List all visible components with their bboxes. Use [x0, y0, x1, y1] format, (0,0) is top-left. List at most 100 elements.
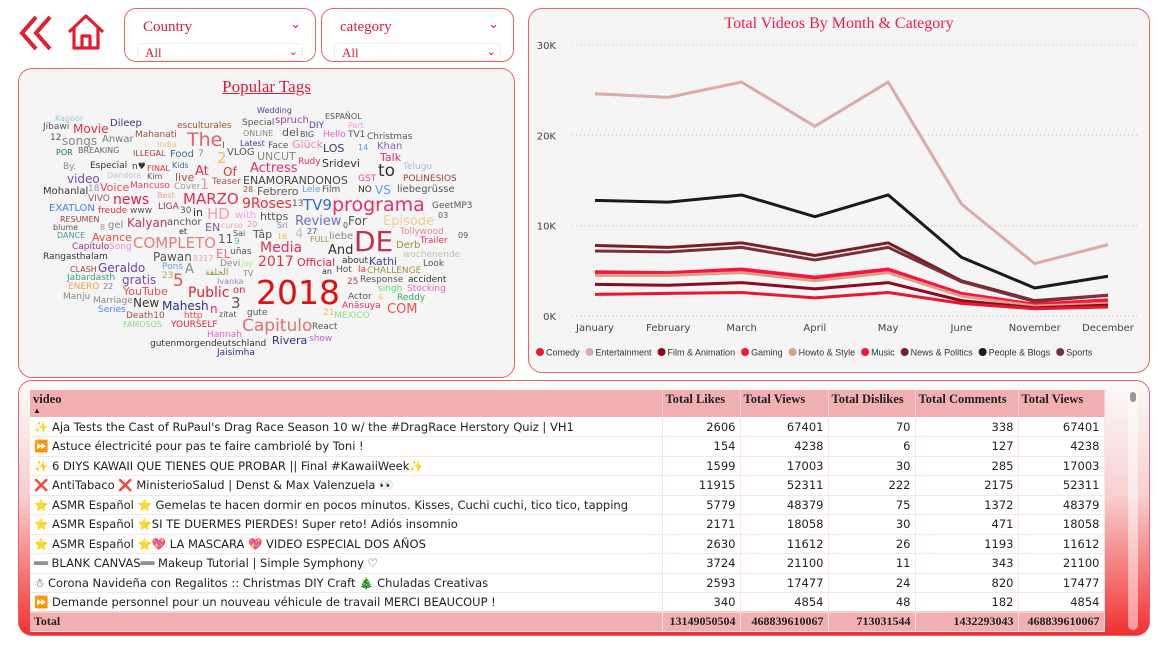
tag-word: 3 [231, 294, 241, 312]
category-select[interactable]: All ⌄ [334, 43, 501, 61]
tag-word: Sai [233, 229, 246, 238]
total-value: 713031544 [828, 611, 916, 632]
video-title-cell: ⏩ Astuce électricité pour pas te faire c… [30, 436, 663, 457]
column-header-label: Total Views [1021, 392, 1084, 406]
tag-word: FINAL [147, 164, 170, 173]
column-header[interactable]: video ▲ [30, 390, 663, 417]
table-row[interactable]: ✨ Aja Tests the Cast of RuPaul's Drag Ra… [30, 417, 1105, 437]
tag-word: wochenende [403, 250, 461, 260]
column-header-label: Total Views [743, 392, 806, 406]
video-title-cell: ✨ Aja Tests the Cast of RuPaul's Drag Ra… [30, 417, 663, 437]
tag-word: Avance [92, 231, 132, 244]
tag-word: VLOG [227, 147, 255, 158]
column-header[interactable]: Total Views [740, 390, 829, 417]
tag-word: Mohanlal [43, 186, 89, 197]
value-cell: 11 [828, 553, 916, 574]
tag-word: TV9 [303, 196, 332, 214]
tag-word: esculturales [177, 121, 232, 131]
tag-word: UNCUT [257, 150, 296, 163]
column-header[interactable]: Total Comments [915, 390, 1019, 417]
category-filter[interactable]: category ⌄ All ⌄ [321, 8, 514, 62]
tag-word: 22 [103, 282, 114, 291]
tag-word: 23 [162, 271, 174, 281]
sort-ascending-icon[interactable]: ▲ [33, 406, 41, 415]
tag-word: Kim [147, 172, 163, 181]
value-cell: 2593 [662, 573, 741, 593]
tag-word: anchor [167, 217, 202, 228]
tag-word: BIG [300, 130, 315, 139]
tag-word: VS [375, 183, 391, 197]
tag-word: LIGA [158, 202, 179, 212]
column-header-label: Total Dislikes [831, 392, 904, 406]
chevron-down-icon: ⌄ [288, 46, 298, 58]
value-cell: 17003 [740, 456, 829, 476]
value-cell: 67401 [1018, 417, 1105, 437]
tag-word: 0 [343, 221, 349, 230]
chart-title: Total Videos By Month & Category [724, 15, 954, 32]
table-row[interactable]: ⭐ ASMR Español ⭐💖 LA MASCARA 💖 VIDEO ESP… [30, 534, 1105, 554]
country-filter[interactable]: Country ⌄ All ⌄ [124, 8, 316, 62]
tag-word: Voice [100, 181, 130, 194]
scrollbar-thumb[interactable] [1130, 392, 1136, 402]
table-row[interactable]: ☃ Corona Navideña con Regalitos :: Chris… [30, 573, 1105, 593]
table-row[interactable]: ⭐ ASMR Español ⭐ Gemelas te hacen dormir… [30, 495, 1105, 515]
value-cell: 340 [662, 592, 741, 613]
tag-word: Public [188, 285, 230, 301]
table-row[interactable]: ══ BLANK CANVAS══ Makeup Tutorial | Simp… [30, 553, 1105, 574]
tag-word: Film [322, 185, 341, 195]
tag-word: songs [62, 134, 98, 148]
column-header-label: Total Likes [665, 392, 726, 406]
tag-word: TV [243, 269, 254, 278]
line-chart-card: Total Videos By Month & Category [528, 8, 1150, 373]
value-cell: 18058 [1018, 514, 1105, 535]
category-filter-label: category [340, 19, 392, 35]
total-value: 468839610067 [1018, 611, 1105, 632]
tag-word: BREAKING [78, 146, 120, 155]
tag-word: YouTube [123, 285, 168, 298]
tag-word: accident [408, 275, 447, 285]
column-header[interactable]: Total Views [1018, 390, 1105, 417]
tag-word: Official [297, 256, 336, 269]
country-select[interactable]: All ⌄ [137, 43, 303, 61]
video-title-cell: ══ BLANK CANVAS══ Makeup Tutorial | Simp… [30, 553, 663, 574]
tag-word: Jaisimha [217, 348, 255, 358]
table-row[interactable]: ❌ AntiTabaco ❌ MinisterioSalud | Denst &… [30, 475, 1105, 496]
chevron-down-icon[interactable]: ⌄ [290, 17, 301, 32]
table-scrollbar[interactable] [1128, 390, 1138, 630]
tag-word: 9 [234, 237, 240, 247]
tag-word: Tollywood [400, 227, 444, 237]
popular-tags-title: Popular Tags [222, 77, 311, 96]
tag-word: video [67, 172, 100, 186]
tag-word: Rivera [272, 334, 308, 347]
tag-word: Marriage [93, 296, 133, 306]
home-button[interactable] [66, 12, 106, 52]
value-cell: 3724 [662, 553, 741, 574]
tag-word: 4 [295, 227, 304, 242]
column-header[interactable]: Total Likes [662, 390, 741, 417]
value-cell: 18058 [740, 514, 829, 535]
table-row[interactable]: ⏩ Demande personnel pour un nouveau véhi… [30, 592, 1105, 613]
value-cell: 4238 [1018, 436, 1105, 457]
table-row[interactable]: ✨ 6 DIYS KAWAII QUE TIENES QUE PROBAR ||… [30, 456, 1105, 476]
value-cell: 21100 [1018, 553, 1105, 574]
back-button[interactable] [18, 14, 58, 52]
chevron-down-icon[interactable]: ⌄ [488, 17, 499, 32]
column-header[interactable]: Total Dislikes [828, 390, 916, 417]
tag-word: 13 [292, 199, 304, 209]
tag-word: Sri [277, 221, 288, 230]
tag-word: FAMOSOS [123, 320, 162, 329]
tag-word: 14 [358, 143, 369, 152]
tag-word: Especial [90, 161, 128, 171]
tag-word: Lele [302, 185, 321, 195]
value-cell: 2171 [662, 514, 741, 535]
tag-word: India [157, 140, 177, 149]
table-row[interactable]: ⏩ Astuce électricité pour pas te faire c… [30, 436, 1105, 457]
table-row[interactable]: ⭐ ASMR Español ⭐SI TE DUERMES PIERDES! S… [30, 514, 1105, 535]
tag-word: joy [241, 259, 253, 268]
value-cell: 5779 [662, 495, 741, 515]
video-title-cell: ⭐ ASMR Español ⭐💖 LA MASCARA 💖 VIDEO ESP… [30, 534, 663, 554]
value-cell: 343 [915, 553, 1019, 574]
value-cell: 30 [828, 514, 916, 535]
tag-word: LOS [323, 142, 345, 155]
tag-word: EXATLON [49, 203, 95, 214]
